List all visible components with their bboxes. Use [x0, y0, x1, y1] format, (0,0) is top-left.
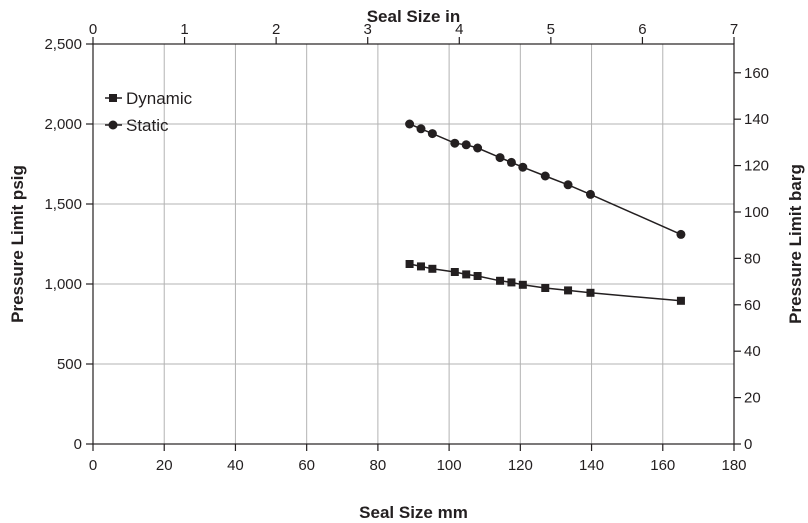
x-axis-title: Seal Size mm	[359, 503, 468, 522]
x-tick-label: 180	[721, 457, 746, 474]
legend: Dynamic Static	[105, 89, 193, 135]
legend-static-label: Static	[126, 116, 169, 135]
y2-tick-label: 80	[744, 250, 761, 267]
x-tick-label: 140	[579, 457, 604, 474]
data-point-dynamic	[405, 260, 414, 268]
data-point-static	[405, 119, 415, 129]
x-tick-label: 40	[227, 457, 244, 474]
y2-tick-label: 160	[744, 65, 769, 82]
y-tick-label: 1,000	[44, 276, 82, 293]
y2-tick-label: 100	[744, 204, 769, 221]
data-point-dynamic	[416, 262, 425, 271]
data-point-static	[461, 140, 471, 150]
y2-tick-label: 120	[744, 158, 769, 175]
data-point-dynamic	[518, 280, 527, 289]
legend-dynamic-marker	[109, 94, 117, 102]
legend-item-dynamic: Dynamic	[105, 89, 193, 108]
x2-tick-label: 2	[272, 21, 280, 38]
data-point-static	[676, 229, 686, 239]
series-line-dynamic	[409, 263, 682, 302]
axis-tick-labels: 0 20 40 60 80 100 120 140 160 180 0 1 2 3 4 5 6 7 0 500 1,00…	[44, 21, 769, 474]
data-point-dynamic	[586, 288, 595, 297]
y2-tick-label: 140	[744, 111, 769, 128]
y2-axis-title: Pressure Limit barg	[786, 164, 805, 324]
data-point-dynamic	[564, 286, 573, 295]
x2-tick-label: 1	[180, 21, 188, 38]
data-point-static	[416, 124, 426, 134]
x-tick-label: 0	[89, 457, 97, 474]
y-tick-label: 1,500	[44, 196, 82, 213]
data-point-static	[585, 189, 595, 199]
y2-tick-label: 60	[744, 297, 761, 314]
data-point-static	[506, 157, 516, 167]
x2-tick-label: 5	[547, 21, 555, 38]
data-point-dynamic	[428, 264, 437, 273]
x-tick-label: 80	[370, 457, 387, 474]
data-point-dynamic	[507, 278, 516, 287]
x2-axis-title: Seal Size in	[367, 7, 461, 26]
data-point-static	[427, 129, 437, 139]
x-tick-label: 60	[298, 457, 315, 474]
data-point-dynamic	[450, 268, 459, 276]
data-point-static	[540, 171, 550, 181]
gridlines	[93, 44, 734, 444]
x-tick-label: 100	[437, 457, 462, 474]
x2-tick-label: 0	[89, 21, 97, 38]
data-point-static	[563, 180, 573, 190]
series-static	[405, 119, 686, 239]
x-tick-label: 160	[650, 457, 675, 474]
y-tick-label: 2,000	[44, 116, 82, 133]
y-tick-label: 0	[74, 436, 82, 453]
legend-dynamic-label: Dynamic	[126, 89, 193, 108]
data-point-static	[450, 138, 460, 148]
x2-tick-label: 3	[364, 21, 372, 38]
x2-tick-label: 4	[455, 21, 463, 38]
data-point-dynamic	[676, 296, 685, 305]
x2-tick-label: 7	[730, 21, 738, 38]
legend-item-static: Static	[105, 116, 169, 135]
axis-ticks	[86, 37, 741, 451]
data-point-dynamic	[462, 270, 471, 279]
data-point-static	[495, 153, 505, 163]
y2-tick-label: 20	[744, 390, 761, 407]
data-point-dynamic	[473, 272, 482, 280]
x-tick-label: 20	[156, 457, 173, 474]
x2-tick-label: 6	[638, 21, 646, 38]
y-tick-label: 500	[57, 356, 82, 373]
plot-frame	[92, 43, 735, 445]
data-point-dynamic	[496, 276, 505, 285]
y2-tick-label: 0	[744, 436, 752, 453]
data-point-dynamic	[541, 284, 550, 292]
y-axis-title: Pressure Limit psig	[8, 165, 27, 323]
data-point-static	[473, 143, 483, 153]
series-layer	[405, 119, 686, 305]
y2-tick-label: 40	[744, 343, 761, 360]
x-tick-label: 120	[508, 457, 533, 474]
y-tick-label: 2,500	[44, 36, 82, 53]
series-dynamic	[405, 260, 685, 305]
legend-static-marker	[108, 120, 118, 130]
data-point-static	[518, 162, 528, 172]
